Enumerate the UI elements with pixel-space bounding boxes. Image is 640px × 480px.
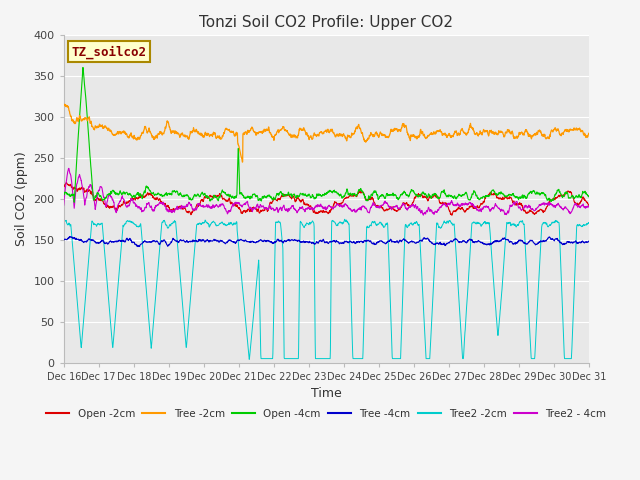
Title: Tonzi Soil CO2 Profile: Upper CO2: Tonzi Soil CO2 Profile: Upper CO2: [199, 15, 453, 30]
X-axis label: Time: Time: [311, 387, 342, 400]
Y-axis label: Soil CO2 (ppm): Soil CO2 (ppm): [15, 152, 28, 246]
Text: TZ_soilco2: TZ_soilco2: [72, 45, 147, 59]
Legend: Open -2cm, Tree -2cm, Open -4cm, Tree -4cm, Tree2 -2cm, Tree2 - 4cm: Open -2cm, Tree -2cm, Open -4cm, Tree -4…: [42, 405, 611, 423]
